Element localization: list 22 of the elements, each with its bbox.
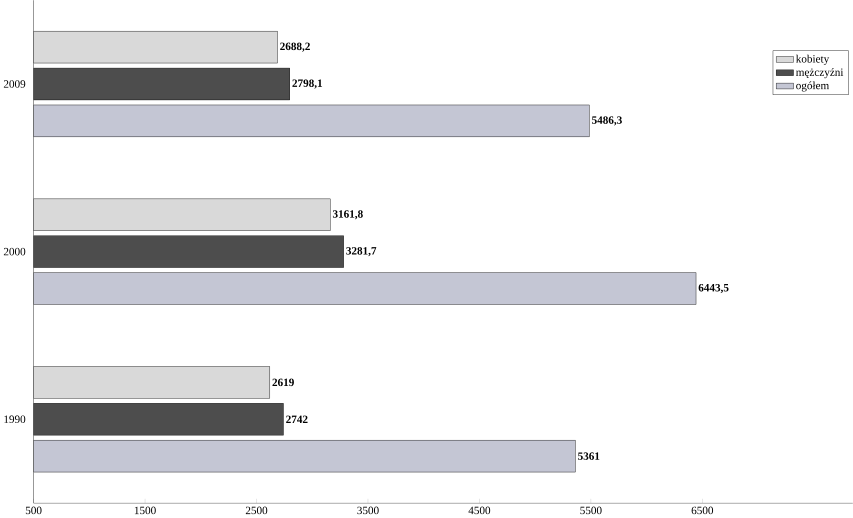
- x-tick-label: 6500: [692, 506, 714, 514]
- y-tick-label: 1990: [4, 416, 26, 424]
- y-tick-label: 2000: [4, 248, 26, 256]
- data-label: 6443,5: [698, 284, 729, 294]
- legend-label: ogółem: [796, 82, 830, 92]
- x-tick-label: 3500: [357, 506, 379, 514]
- data-label: 2619: [272, 378, 294, 386]
- data-label: 2688,2: [280, 42, 310, 52]
- x-tick-label: 5500: [580, 506, 602, 514]
- data-label: 3281,7: [346, 247, 376, 256]
- legend-label: kobiety: [796, 54, 830, 66]
- x-tick-label: 1500: [134, 506, 156, 514]
- y-tick-label: 2009: [4, 80, 26, 88]
- data-label: 5486,3: [592, 116, 622, 126]
- data-label: 5361: [578, 452, 600, 460]
- x-tick-label: 2500: [246, 506, 268, 514]
- data-label: 2798,1: [292, 80, 322, 89]
- x-tick-label: 4500: [468, 506, 490, 514]
- data-label: 2742: [286, 416, 308, 424]
- legend-label: mężczyźni: [796, 68, 844, 78]
- data-label: 3161,8: [332, 210, 363, 220]
- x-tick-label: 500: [26, 506, 42, 514]
